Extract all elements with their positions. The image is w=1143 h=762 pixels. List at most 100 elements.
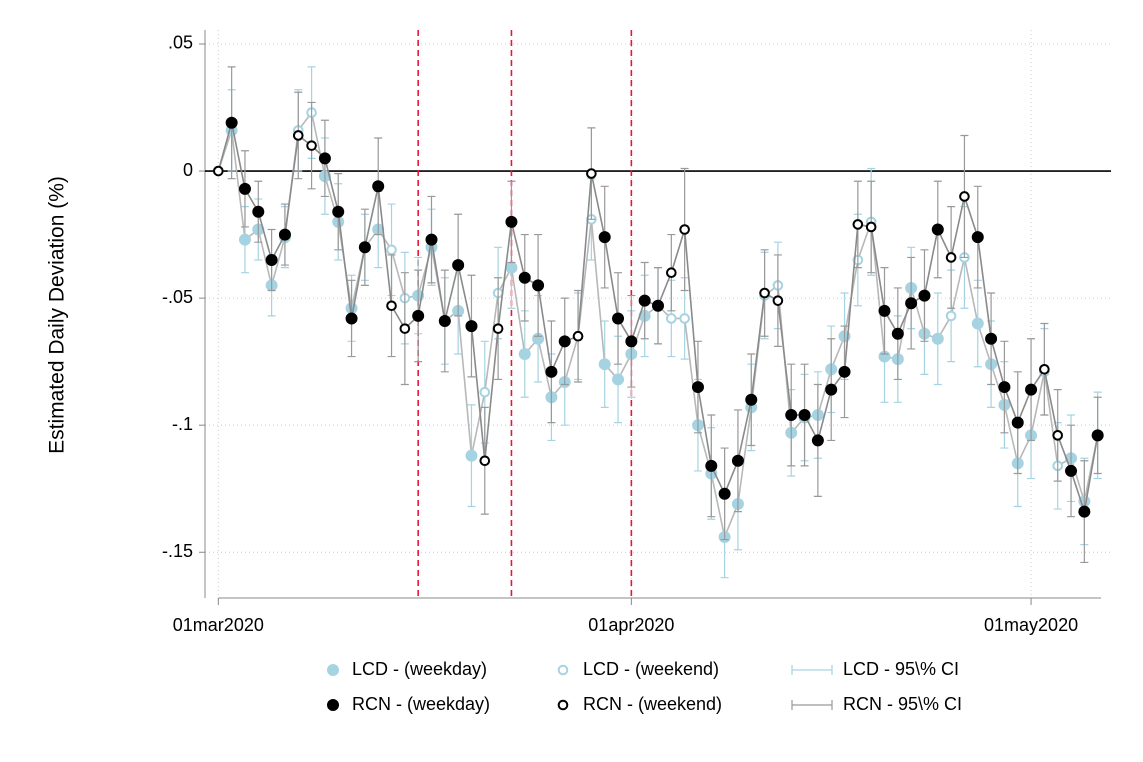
weekend-point [666, 267, 677, 279]
weekday-point [985, 332, 998, 345]
weekend-point [945, 252, 957, 263]
weekday-point [532, 279, 545, 292]
weekday-point [505, 261, 518, 274]
weekend-point [213, 165, 224, 177]
weekday-point [345, 312, 358, 325]
weekday-point [652, 299, 664, 312]
weekday-point [705, 459, 718, 472]
legend-label: LCD - (weekend) [583, 659, 719, 679]
weekday-point [811, 434, 824, 447]
legend-label: RCN - (weekend) [583, 694, 722, 714]
weekend-point [959, 191, 970, 202]
x-tick-label: 01may2020 [984, 615, 1078, 635]
y-tick-label: 0 [183, 160, 193, 180]
weekday-point [878, 304, 891, 317]
weekday-point [452, 259, 465, 272]
weekday-point [332, 205, 345, 218]
weekend-point [492, 323, 504, 334]
weekday-point [1078, 505, 1091, 518]
weekday-point [425, 233, 438, 246]
weekday-point [931, 332, 944, 345]
weekend-point [772, 295, 784, 306]
weekday-point [638, 294, 651, 307]
weekday-point [518, 348, 531, 361]
weekend-point [306, 140, 317, 151]
weekday-point [718, 487, 731, 500]
weekday-point [798, 409, 811, 422]
weekend-point [572, 330, 584, 342]
weekday-point [505, 215, 518, 228]
weekday-point [318, 152, 331, 165]
weekday-point [931, 223, 944, 236]
weekend-point [945, 310, 957, 322]
weekday-point [612, 373, 625, 386]
legend-label: RCN - 95\% CI [843, 694, 962, 714]
weekend-point [479, 386, 491, 398]
y-tick-label: -.15 [162, 541, 193, 561]
weekday-point [225, 116, 238, 129]
weekday-point [731, 454, 744, 467]
legend-marker [327, 664, 339, 676]
weekday-point [891, 327, 904, 340]
legend-marker [557, 664, 569, 676]
weekend-point [586, 168, 597, 179]
weekend-point [852, 219, 864, 230]
weekend-point [399, 323, 411, 334]
weekday-point [998, 381, 1011, 394]
legend-marker [327, 699, 339, 711]
y-tick-label: .05 [168, 33, 193, 53]
weekend-point [679, 224, 690, 235]
y-tick-label: -.05 [162, 287, 193, 307]
weekday-point [598, 358, 611, 371]
x-tick-label: 01apr2020 [588, 615, 674, 635]
weekday-point [838, 365, 851, 378]
weekday-point [465, 320, 478, 333]
x-tick-label: 01mar2020 [173, 615, 264, 635]
weekend-point [679, 313, 690, 324]
legend-label: LCD - (weekday) [352, 659, 487, 679]
legend-label: RCN - (weekday) [352, 694, 490, 714]
weekend-point [865, 221, 877, 233]
weekday-point [278, 228, 291, 241]
weekday-point [1091, 429, 1104, 442]
weekday-point [971, 231, 984, 244]
weekday-point [465, 449, 478, 462]
weekend-point [1052, 430, 1064, 441]
weekday-point [518, 271, 531, 284]
weekday-point [265, 253, 278, 266]
weekday-point [372, 180, 385, 193]
weekday-point [625, 335, 638, 348]
weekday-point [438, 314, 451, 327]
weekend-point [666, 313, 677, 324]
legend-marker [791, 700, 833, 710]
weekday-point [358, 241, 371, 254]
weekday-point [825, 383, 838, 396]
weekday-point [785, 409, 798, 422]
weekday-point [612, 312, 625, 325]
y-tick-label: -.1 [172, 414, 193, 434]
weekday-point [691, 381, 704, 394]
weekday-point [558, 335, 571, 348]
weekend-point [479, 455, 491, 467]
y-axis-title: Estimated Daily Deviation (%) [46, 176, 69, 454]
weekday-point [1011, 416, 1024, 429]
weekday-point [1025, 383, 1038, 396]
weekday-point [918, 289, 931, 302]
legend-label: LCD - 95\% CI [843, 659, 959, 679]
weekday-point [905, 297, 918, 310]
weekday-point [238, 182, 251, 195]
weekend-point [386, 244, 397, 256]
weekday-point [1065, 464, 1078, 477]
weekend-point [759, 287, 770, 299]
weekday-point [545, 365, 558, 378]
legend-marker [557, 699, 569, 711]
weekday-point [238, 233, 251, 246]
weekend-point [386, 300, 397, 312]
weekday-point [598, 231, 611, 244]
weekday-point [412, 309, 425, 322]
weekend-point [1039, 363, 1050, 375]
weekday-point [252, 205, 265, 218]
weekday-point [971, 317, 984, 330]
weekend-point [292, 130, 304, 141]
